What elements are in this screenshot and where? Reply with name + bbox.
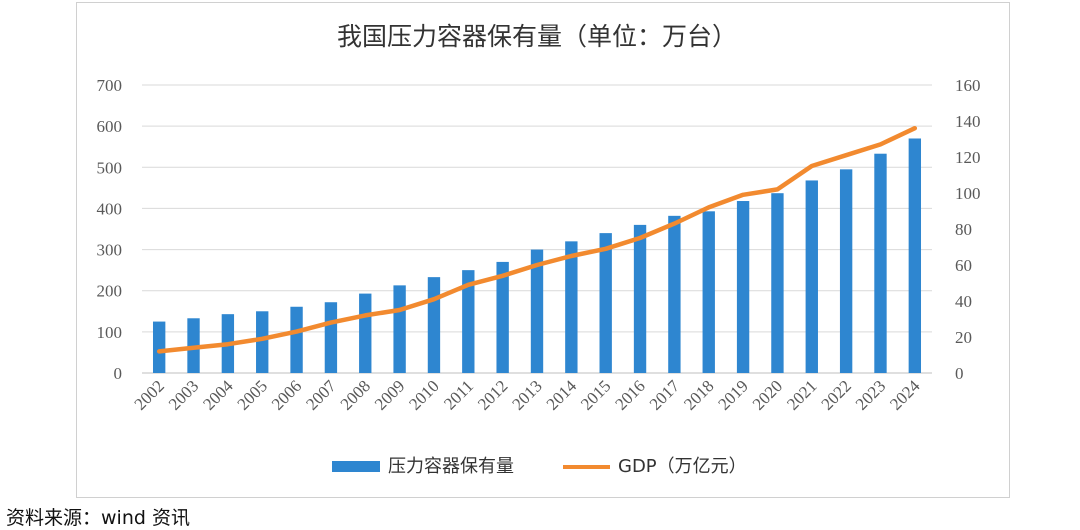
x-tick-label: 2008 xyxy=(337,376,374,413)
x-tick-label: 2014 xyxy=(543,376,581,414)
y-right-tick-label: 80 xyxy=(955,220,972,239)
y-left-tick-label: 100 xyxy=(97,323,123,342)
bar-2020 xyxy=(771,193,784,373)
x-tick-label: 2010 xyxy=(405,376,442,413)
x-tick-label: 2006 xyxy=(268,376,305,413)
bar-2009 xyxy=(393,285,406,373)
x-tick-label: 2024 xyxy=(886,376,924,414)
y-right-tick-label: 140 xyxy=(955,112,981,131)
bar-2017 xyxy=(668,215,681,373)
bar-2023 xyxy=(874,153,887,373)
bar-2011 xyxy=(462,270,475,373)
x-tick-label: 2019 xyxy=(714,376,751,413)
bar-2015 xyxy=(599,233,612,373)
x-tick-label: 2020 xyxy=(749,376,786,413)
bar-2007 xyxy=(324,302,338,373)
y-left-tick-label: 200 xyxy=(97,282,123,301)
y-left-tick-label: 0 xyxy=(114,364,123,383)
x-axis-layer: 2002200320042005200620072008200920102011… xyxy=(131,376,924,414)
y-left-tick-label: 400 xyxy=(97,199,123,218)
bar-2018 xyxy=(702,211,715,373)
bar-2013 xyxy=(530,249,544,373)
y-right-tick-label: 160 xyxy=(955,76,981,95)
y-right-tick-label: 20 xyxy=(955,328,972,347)
y-right-tick-label: 100 xyxy=(955,184,981,203)
bar-2010 xyxy=(427,277,441,373)
right-axis-layer: 0 20 40 60 80 100 120 140 160 xyxy=(955,76,981,383)
x-tick-label: 2004 xyxy=(199,376,237,414)
x-tick-label: 2021 xyxy=(783,376,820,413)
bar-2019 xyxy=(736,201,750,373)
chart-title: 我国压力容器保有量（单位：万台） xyxy=(337,22,737,51)
bar-2012 xyxy=(496,261,509,373)
y-left-tick-label: 600 xyxy=(97,117,123,136)
chart-svg: 我国压力容器保有量（单位：万台） 0100200300400500600700 … xyxy=(97,22,981,477)
y-right-tick-label: 60 xyxy=(955,256,972,275)
legend-label-bar: 压力容器保有量 xyxy=(388,456,514,477)
bar-2002 xyxy=(152,321,166,373)
left-axis-layer: 0 100 200 300 400 500 600 700 xyxy=(97,76,123,383)
bar-2008 xyxy=(359,293,372,373)
chart-frame: 我国压力容器保有量（单位：万台） 0 100 200 300 400 500 600 700 … xyxy=(76,2,1010,498)
bar-2024 xyxy=(908,138,922,373)
x-tick-label: 2013 xyxy=(508,376,545,413)
bar-2005 xyxy=(256,311,269,373)
y-right-tick-label: 120 xyxy=(955,148,981,167)
x-tick-label: 2017 xyxy=(646,376,684,414)
legend-swatch-bar xyxy=(332,461,380,472)
y-left-tick-label: 500 xyxy=(97,158,123,177)
legend-label-line: GDP（万亿元） xyxy=(618,456,747,477)
x-tick-label: 2018 xyxy=(680,376,717,413)
x-tick-label: 2023 xyxy=(852,376,889,413)
legend: 压力容器保有量 GDP（万亿元） xyxy=(332,456,747,477)
x-tick-label: 2005 xyxy=(234,376,271,413)
y-left-tick-label: 700 xyxy=(97,76,123,95)
x-tick-label: 2022 xyxy=(817,376,854,413)
x-tick-label: 2002 xyxy=(131,376,168,413)
bar-2016 xyxy=(633,224,647,373)
x-tick-label: 2003 xyxy=(165,376,202,413)
bar-2021 xyxy=(805,180,818,373)
bar-2006 xyxy=(290,306,303,373)
bars-layer xyxy=(152,138,922,373)
y-left-tick-label: 300 xyxy=(97,241,123,260)
y-right-tick-label: 40 xyxy=(955,292,972,311)
bar-2014 xyxy=(565,241,578,373)
line-layer xyxy=(156,125,918,354)
x-tick-label: 2016 xyxy=(611,376,648,413)
x-tick-label: 2009 xyxy=(371,376,408,413)
x-tick-label: 2007 xyxy=(302,376,340,414)
source-note: 资料来源：wind 资讯 xyxy=(6,507,190,529)
x-tick-label: 2015 xyxy=(577,376,614,413)
x-tick-label: 2011 xyxy=(440,376,477,413)
y-right-tick-label: 0 xyxy=(955,364,964,383)
x-tick-label: 2012 xyxy=(474,376,511,413)
bar-2022 xyxy=(839,169,853,373)
